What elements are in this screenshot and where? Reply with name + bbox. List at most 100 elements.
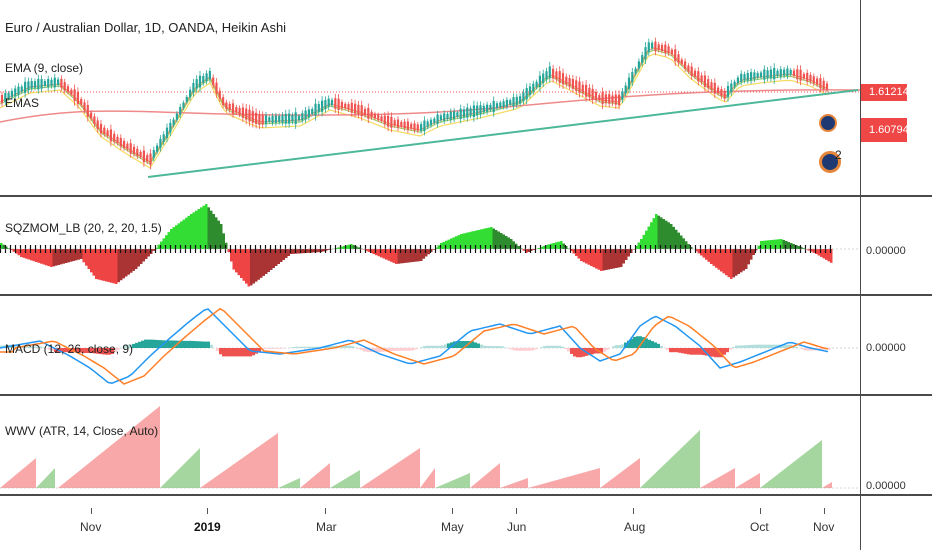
momentum-bar <box>510 239 513 249</box>
sqzmom-legend[interactable]: SQZMOM_LB (20, 2, 20, 1.5) <box>5 221 162 235</box>
macd-histogram-bar <box>807 348 810 351</box>
wwv-area <box>435 473 470 488</box>
wwv-legend[interactable]: WWV (ATR, 14, Close, Auto) <box>5 424 159 438</box>
candle-body <box>542 73 545 84</box>
momentum-bar <box>462 233 465 249</box>
momentum-bar <box>727 249 730 278</box>
momentum-bar <box>415 249 418 262</box>
candle-body <box>647 42 650 52</box>
macd-histogram-bar <box>480 344 483 348</box>
sqzmom-pane[interactable] <box>0 197 860 294</box>
candle-body <box>641 55 644 64</box>
candle-body <box>281 115 284 123</box>
momentum-bar <box>820 249 823 257</box>
candle-body <box>192 82 195 93</box>
emas-legend[interactable]: EMAS <box>5 96 40 110</box>
candle-body <box>657 44 660 51</box>
momentum-bar <box>117 249 120 283</box>
wwv-pane[interactable] <box>0 396 860 494</box>
macd-histogram-bar <box>759 344 762 348</box>
momentum-bar <box>700 249 703 256</box>
candle-body <box>314 103 317 116</box>
macd-histogram-bar <box>618 345 621 348</box>
candle-body <box>594 92 598 100</box>
momentum-bar <box>230 249 233 262</box>
momentum-bar <box>577 249 580 259</box>
candle-body <box>4 92 7 102</box>
macd-histogram-bar <box>633 336 636 348</box>
momentum-bar <box>562 243 565 249</box>
macd-pane[interactable] <box>0 296 860 394</box>
time-axis[interactable]: Nov 2019 Mar May Jun Aug Oct Nov <box>0 496 860 550</box>
macd-histogram-bar <box>747 345 750 348</box>
candle-body <box>499 102 502 108</box>
macd-histogram-bar <box>105 348 108 355</box>
momentum-bar <box>827 249 830 262</box>
candle-body <box>327 98 330 107</box>
momentum-bar <box>192 212 195 249</box>
momentum-bar <box>115 249 118 284</box>
momentum-bar <box>295 249 298 254</box>
macd-histogram-bar <box>420 347 423 348</box>
macd-histogram-bar <box>756 344 759 348</box>
momentum-bar <box>285 249 288 258</box>
momentum-bar <box>427 249 430 255</box>
candle-body <box>403 121 406 129</box>
event-count-badge[interactable]: 2 <box>835 148 842 162</box>
momentum-bar <box>655 214 658 249</box>
macd-line <box>0 308 829 384</box>
macd-histogram-bar <box>432 345 435 348</box>
wwv-area <box>760 440 822 488</box>
au-flag-icon[interactable] <box>819 151 841 173</box>
candle-body <box>806 72 809 82</box>
candle-body <box>651 42 654 49</box>
macd-histogram-bar <box>303 346 306 348</box>
macd-histogram-bar <box>588 348 591 356</box>
momentum-bar <box>152 249 155 251</box>
momentum-bar <box>520 248 523 249</box>
candle-body <box>555 71 558 80</box>
momentum-bar <box>110 249 113 283</box>
momentum-bar <box>277 249 280 264</box>
candle-body <box>202 76 205 83</box>
momentum-bar <box>800 247 803 249</box>
momentum-bar <box>765 240 768 249</box>
momentum-bar <box>262 249 265 276</box>
macd-histogram-bar <box>540 347 543 348</box>
candle-body <box>703 75 706 87</box>
candle-body <box>255 112 258 124</box>
candle-body <box>690 66 693 77</box>
ema-legend[interactable]: EMA (9, close) <box>5 61 84 75</box>
momentum-bar <box>132 249 135 271</box>
macd-histogram-bar <box>0 345 3 348</box>
momentum-bar <box>187 215 190 249</box>
momentum-bar <box>245 249 248 284</box>
candle-body <box>545 71 548 80</box>
pane-separator[interactable] <box>0 294 932 296</box>
macd-legend[interactable]: MACD (12, 26, close, 9) <box>5 342 134 356</box>
macd-histogram-bar <box>390 348 393 352</box>
macd-histogram-bar <box>363 348 366 352</box>
time-label-aug: Aug <box>624 520 646 534</box>
momentum-bar <box>410 249 413 263</box>
momentum-bar <box>162 238 165 249</box>
candle-body <box>476 105 479 116</box>
macd-histogram-bar <box>612 346 615 348</box>
momentum-bar <box>495 230 498 249</box>
momentum-bar <box>747 249 750 265</box>
macd-histogram-bar <box>330 346 333 348</box>
candle-body <box>90 112 93 119</box>
candle-body <box>423 120 426 132</box>
macd-histogram-bar <box>111 348 114 354</box>
macd-histogram-bar <box>513 348 516 351</box>
momentum-bar <box>260 249 263 278</box>
macd-histogram-bar <box>459 341 462 348</box>
macd-histogram-bar <box>246 348 249 357</box>
candle-body <box>60 78 63 88</box>
price-pane[interactable] <box>0 0 860 195</box>
au-flag-icon[interactable] <box>819 114 837 132</box>
pane-separator[interactable] <box>0 195 932 197</box>
macd-histogram-bar <box>33 346 36 348</box>
pane-separator[interactable] <box>0 394 932 396</box>
macd-histogram-bar <box>216 348 219 352</box>
